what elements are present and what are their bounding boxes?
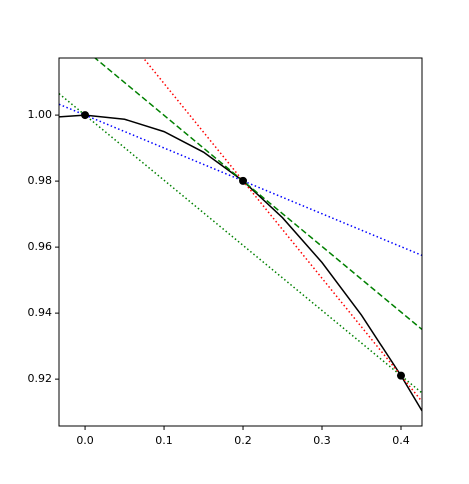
y-tick-label: 0.98 xyxy=(28,174,53,187)
series-line xyxy=(59,114,422,412)
point-marker xyxy=(81,111,90,120)
x-tick-label: 0.0 xyxy=(76,434,94,447)
x-tick-label: 0.3 xyxy=(313,434,331,447)
x-tick-label: 0.4 xyxy=(392,434,410,447)
point-marker xyxy=(396,371,405,380)
axes-frame xyxy=(58,57,423,427)
y-tick-label: 0.92 xyxy=(28,372,53,385)
plot-area xyxy=(59,58,422,412)
x-tick-label: 0.2 xyxy=(234,434,252,447)
y-tick-label: 1.00 xyxy=(28,108,53,121)
series-line xyxy=(59,93,422,394)
point-marker xyxy=(239,176,248,185)
x-tick-label: 0.1 xyxy=(155,434,173,447)
y-tick-label: 0.96 xyxy=(28,240,53,253)
y-tick-label: 0.94 xyxy=(28,306,53,319)
series-line xyxy=(142,58,422,403)
